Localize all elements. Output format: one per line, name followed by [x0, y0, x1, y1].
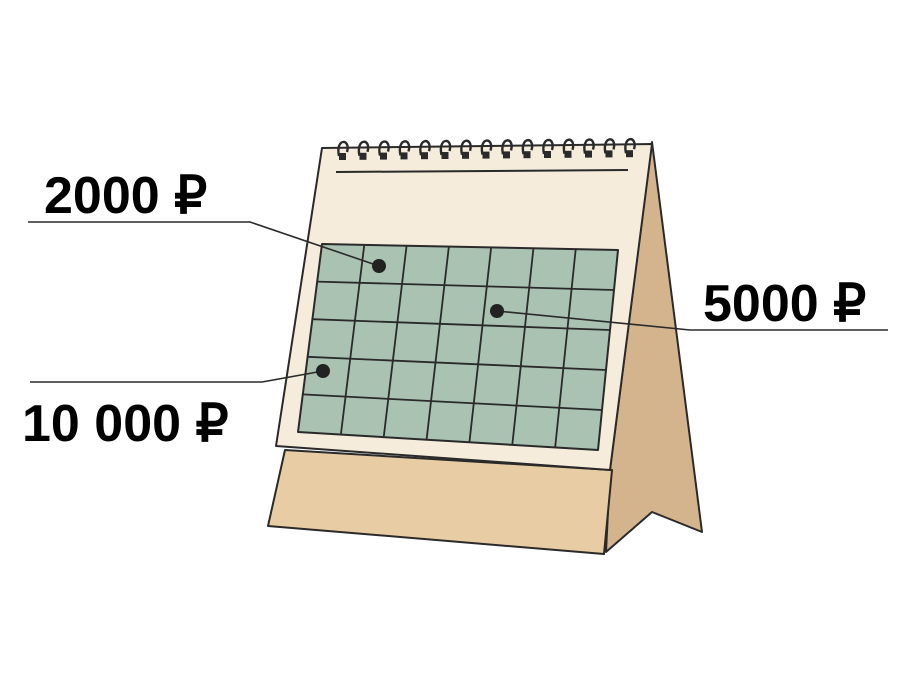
binding-hole [421, 152, 428, 160]
grid-row-line [317, 280, 615, 291]
grid-column-line [425, 246, 450, 440]
binding-ring [460, 139, 472, 156]
marker-dot-2000 [372, 259, 386, 273]
binding-hole [523, 151, 531, 159]
binding-rings [337, 138, 636, 160]
binding-ring [398, 140, 411, 156]
binding-ring [542, 138, 554, 155]
binding-ring [480, 139, 493, 155]
binding-ring [603, 138, 616, 154]
binding-ring [378, 140, 390, 156]
leader-line-5000 [496, 310, 888, 331]
grid-row-line [307, 355, 607, 371]
binding-hole [585, 150, 592, 158]
binding-hole [482, 151, 490, 159]
binding-hole [441, 152, 449, 159]
binding-hole [503, 151, 510, 159]
binding-hole [564, 150, 572, 158]
binding-hole [380, 152, 387, 160]
grid-column-line [511, 248, 535, 445]
price-label-2000: 2000 ₽ [44, 167, 208, 225]
binding-hole [605, 150, 613, 158]
binding-ring [439, 139, 452, 156]
page-header-line [335, 169, 629, 173]
leader-line-2000 [28, 221, 380, 267]
binding-hole [544, 151, 551, 158]
price-label-5000: 5000 ₽ [703, 275, 867, 333]
binding-ring [521, 139, 534, 155]
grid-row-line [312, 318, 611, 331]
binding-ring [501, 139, 513, 155]
binding-ring [419, 140, 431, 156]
binding-ring [583, 138, 595, 154]
binding-hole [339, 153, 346, 160]
leader-line-10000 [30, 370, 324, 383]
grid-column-line [339, 244, 366, 435]
marker-dot-5000 [490, 304, 504, 318]
binding-hole [359, 152, 367, 160]
calendar-grid-lines [302, 244, 615, 448]
binding-ring [624, 138, 636, 154]
binding-hole [626, 150, 633, 158]
calendar-grid [297, 243, 619, 451]
grid-column-line [382, 245, 408, 438]
grid-row-line [302, 393, 603, 411]
grid-column-line [468, 247, 493, 443]
binding-ring [357, 140, 370, 157]
binding-ring [562, 138, 575, 155]
stand-front-panel [267, 449, 613, 555]
grid-column-line [554, 249, 577, 448]
binding-hole [400, 152, 408, 160]
binding-ring [337, 140, 349, 157]
binding-hole [462, 151, 469, 159]
marker-dot-10000 [316, 364, 330, 378]
price-label-10000: 10 000 ₽ [22, 395, 229, 453]
